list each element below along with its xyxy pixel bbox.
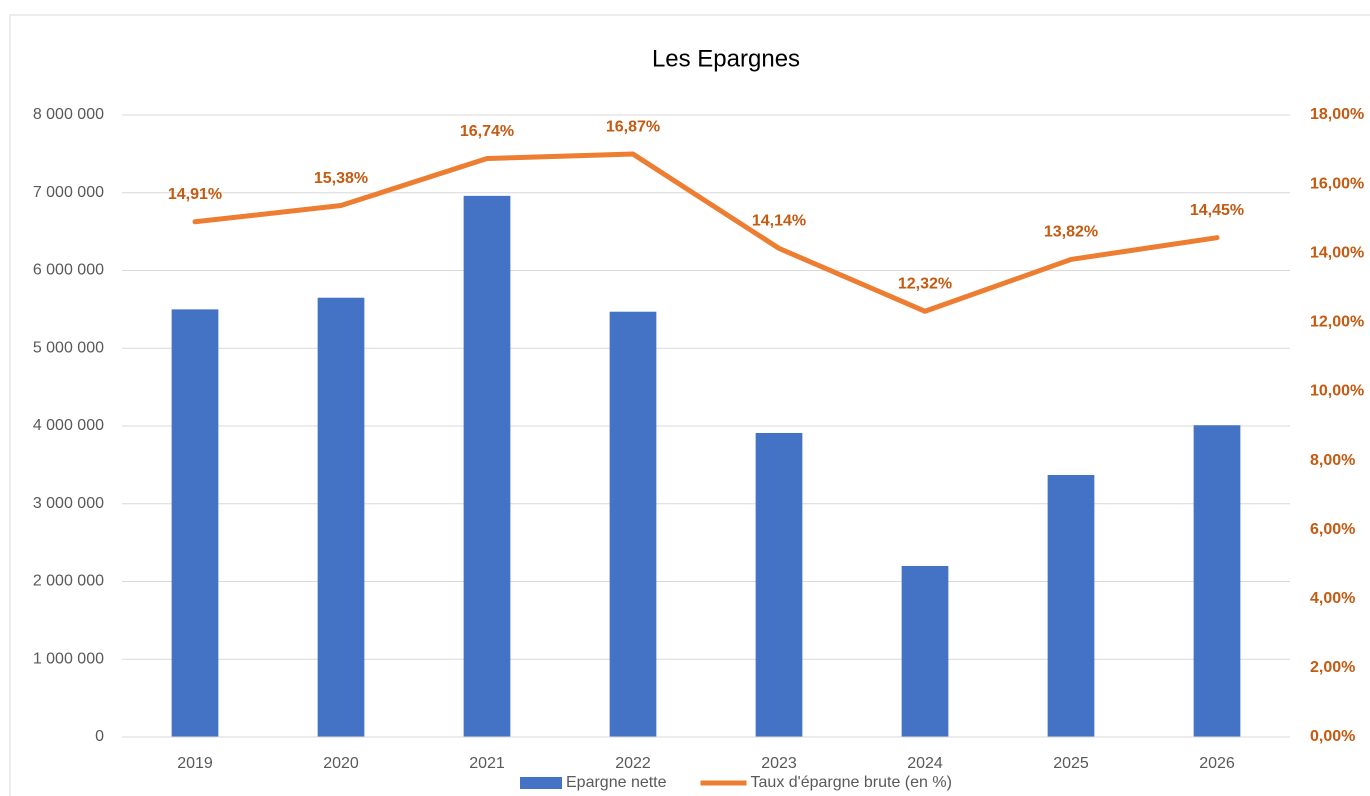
y-tick-label: 7 000 000 (33, 184, 104, 201)
legend-label: Taux d'épargne brute (en %) (751, 774, 952, 791)
data-label: 14,91% (168, 186, 222, 203)
bar (1047, 474, 1095, 737)
x-tick-label: 2022 (615, 755, 651, 772)
y2-tick-label: 10,00% (1310, 383, 1364, 400)
x-tick-label: 2023 (761, 755, 797, 772)
data-label: 14,45% (1190, 202, 1244, 219)
data-label: 15,38% (314, 170, 368, 187)
data-label: 16,87% (606, 118, 660, 135)
x-tick-label: 2025 (1053, 755, 1089, 772)
legend-label: Epargne nette (566, 774, 667, 791)
y-tick-label: 1 000 000 (33, 650, 104, 667)
x-tick-label: 2019 (177, 755, 213, 772)
y2-tick-label: 8,00% (1310, 452, 1355, 469)
y2-tick-label: 6,00% (1310, 521, 1355, 538)
y2-tick-label: 16,00% (1310, 175, 1364, 192)
bar (463, 195, 511, 738)
data-label: 16,74% (460, 123, 514, 140)
y-tick-label: 8 000 000 (33, 106, 104, 123)
y2-tick-label: 18,00% (1310, 106, 1364, 123)
bar (171, 309, 219, 737)
chart-frame (9, 14, 1370, 796)
y2-tick-label: 14,00% (1310, 244, 1364, 261)
y-tick-label: 2 000 000 (33, 573, 104, 590)
y-tick-label: 3 000 000 (33, 495, 104, 512)
bar (755, 432, 803, 737)
y-tick-label: 6 000 000 (33, 262, 104, 279)
x-tick-label: 2026 (1199, 755, 1235, 772)
bar (1193, 425, 1241, 737)
x-tick-label: 2021 (469, 755, 505, 772)
x-tick-label: 2020 (323, 755, 359, 772)
chart-title: Les Epargnes (652, 45, 800, 72)
legend-swatch (520, 777, 562, 789)
data-label: 14,14% (752, 213, 806, 230)
y-tick-label: 0 (95, 728, 104, 745)
y-tick-label: 4 000 000 (33, 417, 104, 434)
y2-tick-label: 4,00% (1310, 590, 1355, 607)
y-tick-label: 5 000 000 (33, 339, 104, 356)
bar (609, 311, 657, 737)
bar (901, 565, 949, 737)
y2-tick-label: 2,00% (1310, 659, 1355, 676)
bar (317, 297, 365, 737)
y2-tick-label: 0,00% (1310, 728, 1355, 745)
line (192, 151, 1220, 314)
x-tick-label: 2024 (907, 755, 943, 772)
data-label: 13,82% (1044, 224, 1098, 241)
data-label: 12,32% (898, 275, 952, 292)
y2-tick-label: 12,00% (1310, 314, 1364, 331)
